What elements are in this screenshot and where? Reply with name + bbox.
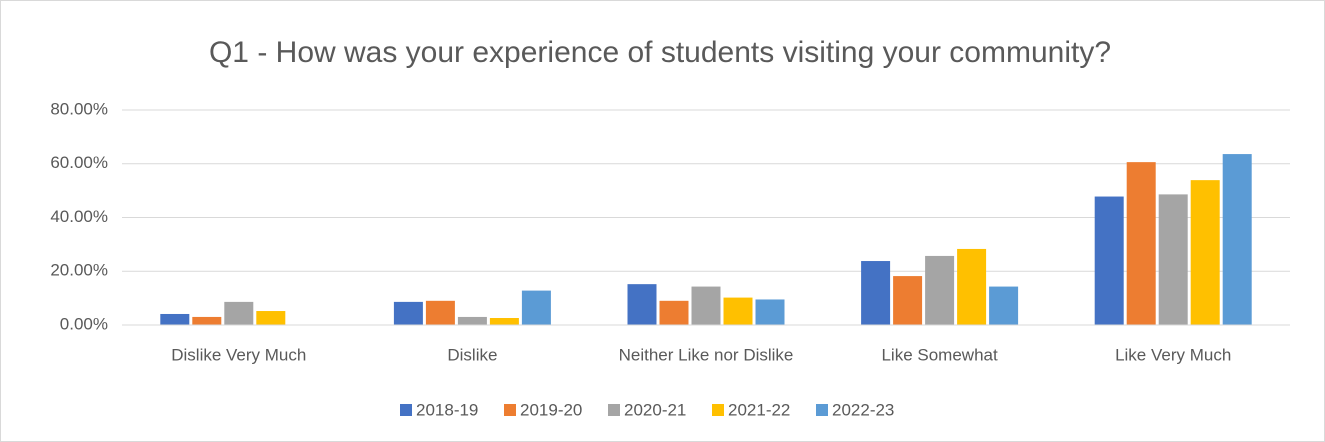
legend-swatch — [712, 404, 724, 416]
legend-swatch — [400, 404, 412, 416]
legend-swatch — [504, 404, 516, 416]
legend-label: 2021-22 — [728, 400, 790, 419]
legend-swatch — [608, 404, 620, 416]
bar — [425, 300, 455, 325]
bar — [1126, 162, 1156, 325]
bar — [256, 311, 286, 325]
bar — [192, 316, 222, 325]
bar — [1190, 180, 1220, 325]
x-tick-label: Like Somewhat — [881, 345, 998, 364]
y-tick-label: 20.00% — [50, 261, 108, 280]
bar — [1222, 154, 1252, 325]
bar — [755, 299, 785, 325]
bar — [723, 297, 753, 325]
bar — [659, 300, 689, 325]
x-tick-label: Neither Like nor Dislike — [619, 345, 794, 364]
y-tick-label: 80.00% — [50, 99, 108, 118]
y-tick-label: 40.00% — [50, 207, 108, 226]
bar — [224, 301, 254, 325]
y-tick-label: 0.00% — [60, 314, 108, 333]
chart-title: Q1 - How was your experience of students… — [209, 36, 1111, 69]
bar — [1094, 196, 1124, 325]
bar — [457, 316, 487, 325]
bar — [627, 284, 657, 325]
bar — [489, 318, 519, 325]
y-tick-label: 60.00% — [50, 153, 108, 172]
bar — [893, 276, 923, 325]
bar — [925, 255, 955, 325]
legend-swatch — [816, 404, 828, 416]
x-tick-label: Dislike Very Much — [171, 345, 306, 364]
x-tick-label: Dislike — [447, 345, 497, 364]
bar — [691, 286, 721, 325]
bar — [393, 301, 423, 325]
legend-label: 2019-20 — [520, 400, 582, 419]
bar — [521, 290, 551, 325]
legend-label: 2020-21 — [624, 400, 686, 419]
bar — [160, 313, 190, 325]
bar — [989, 286, 1019, 325]
bar — [1158, 194, 1188, 325]
bar — [861, 261, 891, 325]
legend-label: 2022-23 — [832, 400, 894, 419]
x-tick-label: Like Very Much — [1115, 345, 1231, 364]
legend-label: 2018-19 — [416, 400, 478, 419]
bar — [957, 248, 987, 325]
